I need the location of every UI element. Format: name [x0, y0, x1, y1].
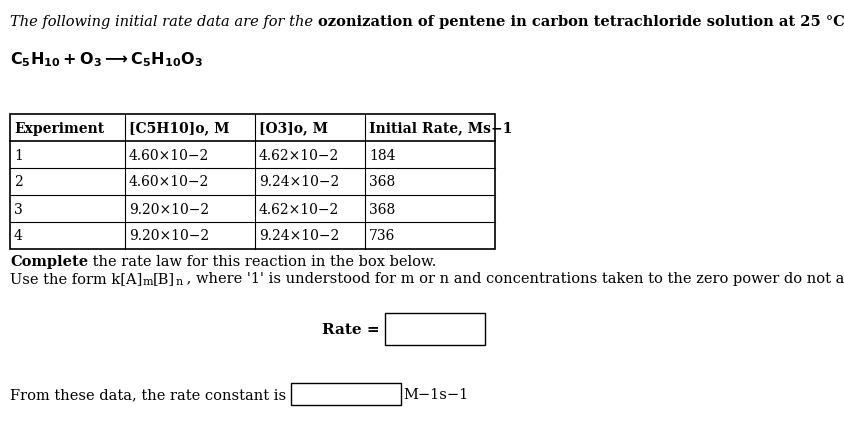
Text: 4.62×10−2: 4.62×10−2: [259, 148, 338, 162]
Text: 4: 4: [14, 229, 23, 243]
Text: [O3]o, M: [O3]o, M: [259, 121, 327, 135]
Text: m: m: [142, 276, 153, 286]
Text: 1: 1: [14, 148, 23, 162]
Text: 4.62×10−2: 4.62×10−2: [259, 202, 338, 216]
Bar: [290, 383, 400, 405]
Text: Rate =: Rate =: [322, 322, 380, 336]
Text: [C5H10]o, M: [C5H10]o, M: [129, 121, 230, 135]
Text: $\mathregular{C_5H_{10} + O_3 \longrightarrow C_5H_{10}O_3}$: $\mathregular{C_5H_{10} + O_3 \longright…: [10, 50, 203, 68]
Text: 9.24×10−2: 9.24×10−2: [259, 175, 338, 189]
Text: Complete: Complete: [10, 255, 88, 268]
Text: From these data, the rate constant is: From these data, the rate constant is: [10, 387, 290, 401]
Text: Use the form k[A]: Use the form k[A]: [10, 271, 142, 286]
Text: The following initial rate data are for the: The following initial rate data are for …: [10, 15, 317, 29]
Text: 4.60×10−2: 4.60×10−2: [129, 175, 209, 189]
Text: 368: 368: [369, 202, 395, 216]
Bar: [385, 313, 484, 345]
Text: 9.20×10−2: 9.20×10−2: [129, 229, 208, 243]
Text: , where '1' is understood for m or n and concentrations taken to the zero power : , where '1' is understood for m or n and…: [182, 271, 844, 286]
Text: Initial Rate, Ms−1: Initial Rate, Ms−1: [369, 121, 511, 135]
Text: [B]: [B]: [153, 271, 175, 286]
Text: 3: 3: [14, 202, 23, 216]
Text: Experiment: Experiment: [14, 121, 104, 135]
Text: 736: 736: [369, 229, 395, 243]
Text: 184: 184: [369, 148, 395, 162]
Text: 2: 2: [14, 175, 23, 189]
Text: 368: 368: [369, 175, 395, 189]
Text: ozonization of pentene in carbon tetrachloride solution at 25 °C: ozonization of pentene in carbon tetrach…: [317, 15, 843, 29]
Text: n: n: [175, 276, 182, 286]
Text: 9.20×10−2: 9.20×10−2: [129, 202, 208, 216]
Text: 9.24×10−2: 9.24×10−2: [259, 229, 338, 243]
Bar: [10, 115, 495, 249]
Text: 4.60×10−2: 4.60×10−2: [129, 148, 209, 162]
Text: M−1s−1: M−1s−1: [403, 387, 468, 401]
Text: the rate law for this reaction in the box below.: the rate law for this reaction in the bo…: [88, 255, 436, 268]
